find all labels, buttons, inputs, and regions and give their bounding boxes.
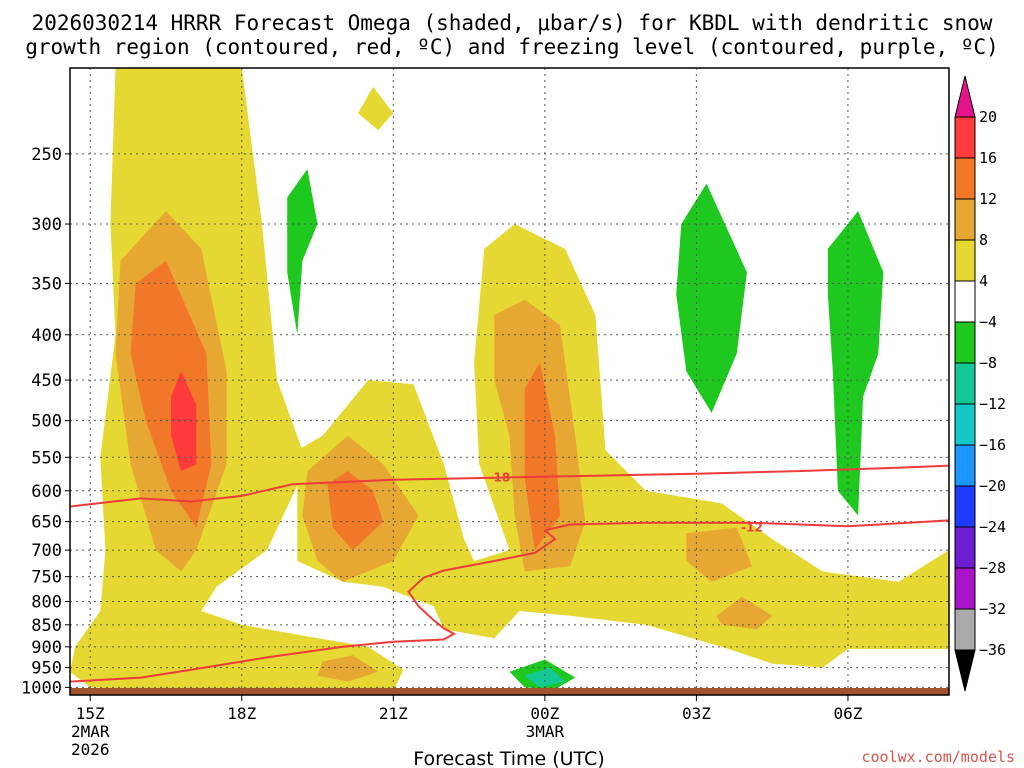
y-tick-label-800: 800 xyxy=(31,593,62,613)
y-tick-label-300: 300 xyxy=(31,215,62,235)
colorbar-label-7: −12 xyxy=(979,395,1006,413)
x-axis-label: Forecast Time (UTC) xyxy=(413,748,604,768)
colorbar-swatch-1 xyxy=(954,157,976,200)
colorbar-swatch-3 xyxy=(954,239,976,282)
omega-region-7 xyxy=(716,596,773,630)
x-tick-year-15Z: 2026 xyxy=(71,740,110,759)
x-tick-label-03Z: 03Z xyxy=(682,704,711,723)
colorbar-swatch-0 xyxy=(954,116,976,159)
omega-region-12 xyxy=(171,371,197,472)
y-tick-label-700: 700 xyxy=(31,541,62,561)
colorbar-swatch-5 xyxy=(954,321,976,364)
omega-region-6 xyxy=(686,527,752,582)
colorbar-label-11: −28 xyxy=(979,559,1006,577)
y-tick-label-400: 400 xyxy=(31,326,62,346)
y-tick-label-950: 950 xyxy=(31,659,62,679)
omega-region-14 xyxy=(676,183,747,413)
x-tick-label-18Z: 18Z xyxy=(227,704,256,723)
ground-strip xyxy=(70,688,949,695)
colorbar-label-4: 4 xyxy=(979,272,988,290)
omega-region-2 xyxy=(357,86,394,131)
x-tick-sublabel-15Z: 2MAR xyxy=(71,722,110,741)
dgz-contour-1 xyxy=(544,519,950,532)
colorbar-label-2: 12 xyxy=(979,190,997,208)
y-tick-label-250: 250 xyxy=(31,145,62,165)
colorbar-top-arrow xyxy=(954,75,976,118)
colorbar-swatch-8 xyxy=(954,444,976,487)
colorbar-swatch-10 xyxy=(954,526,976,569)
x-tick-label-00Z: 00Z xyxy=(530,704,559,723)
x-tick-label-15Z: 15Z xyxy=(76,704,105,723)
y-tick-label-900: 900 xyxy=(31,638,62,658)
dgz-contour-0 xyxy=(69,464,950,508)
colorbar-swatch-7 xyxy=(954,403,976,446)
y-tick-label-550: 550 xyxy=(31,448,62,468)
omega-region-13 xyxy=(287,169,318,335)
omega-region-15 xyxy=(827,211,884,516)
contour-labels: -18 -12 xyxy=(489,471,763,535)
colorbar-label-6: −8 xyxy=(979,354,997,372)
colorbar-swatch-9 xyxy=(954,485,976,528)
colorbar-swatch-12 xyxy=(954,608,976,651)
chart-title-line-1: 2026030214 HRRR Forecast Omega (shaded, … xyxy=(32,11,993,35)
colorbar-swatch-2 xyxy=(954,198,976,241)
omega-region-8 xyxy=(317,655,379,682)
colorbar-label-10: −24 xyxy=(979,518,1006,536)
y-tick-label-850: 850 xyxy=(31,616,62,636)
colorbar-label-1: 16 xyxy=(979,149,997,167)
colorbar-label-9: −20 xyxy=(979,477,1006,495)
y-tick-label-750: 750 xyxy=(31,568,62,588)
chart-title-line-2: growth region (contoured, red, ºC) and f… xyxy=(25,35,999,59)
y-tick-label-600: 600 xyxy=(31,482,62,502)
credit-text: coolwx.com/models xyxy=(861,748,1015,766)
colorbar-label-12: −32 xyxy=(979,600,1006,618)
colorbar-label-0: 20 xyxy=(979,108,997,126)
gridlines xyxy=(70,68,949,695)
y-axis: 2503003504004505005506006507007508008509… xyxy=(21,145,70,698)
omega-shading xyxy=(70,68,949,692)
colorbar-label-8: −16 xyxy=(979,436,1006,454)
x-tick-sublabel-00Z: 3MAR xyxy=(526,722,565,741)
colorbar-label-13: −36 xyxy=(979,641,1006,659)
contour-label-0: -18 xyxy=(489,471,511,485)
plot-frame xyxy=(69,67,950,696)
omega-region-17 xyxy=(524,667,566,688)
colorbar-label-3: 8 xyxy=(979,231,988,249)
y-tick-label-450: 450 xyxy=(31,371,62,391)
colorbar: 20 16 12 8 4 −4 −8 −12 −16 −20 −24 −28 −32 −36 xyxy=(954,75,1006,692)
omega-region-11 xyxy=(524,362,560,551)
y-tick-label-500: 500 xyxy=(31,412,62,432)
y-tick-label-1000: 1000 xyxy=(21,678,62,698)
contour-label-1: -12 xyxy=(741,520,763,534)
dgz-contours xyxy=(69,464,950,683)
x-tick-label-21Z: 21Z xyxy=(379,704,408,723)
dgz-contour-2 xyxy=(69,529,557,683)
omega-region-1 xyxy=(297,224,949,668)
plot-area: -18 -12 xyxy=(69,67,950,696)
y-tick-label-650: 650 xyxy=(31,513,62,533)
colorbar-label-5: −4 xyxy=(979,313,997,331)
colorbar-swatch-6 xyxy=(954,362,976,405)
colorbar-swatch-4 xyxy=(954,280,976,323)
y-tick-label-350: 350 xyxy=(31,274,62,294)
colorbar-swatch-11 xyxy=(954,567,976,610)
colorbar-bottom-arrow xyxy=(954,649,976,692)
x-tick-label-06Z: 06Z xyxy=(834,704,863,723)
